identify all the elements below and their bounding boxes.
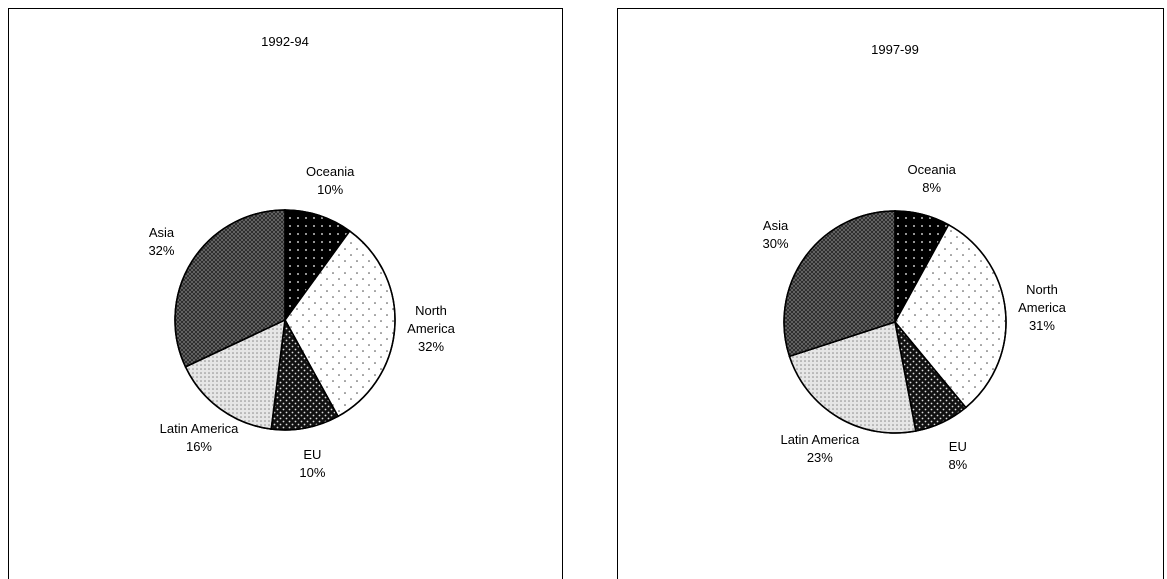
value-label: 23% bbox=[806, 450, 833, 466]
slice-label: Oceania 10% bbox=[306, 163, 354, 199]
chart-frame bbox=[617, 8, 1164, 579]
slice-label: Latin America 23% bbox=[780, 431, 859, 467]
chart-title: 1997-99 bbox=[871, 42, 919, 57]
value-label: 32% bbox=[417, 339, 445, 355]
category-label: Asia bbox=[762, 218, 789, 234]
category-label: Asia bbox=[148, 224, 175, 240]
value-label: 31% bbox=[1028, 318, 1055, 334]
slice-texture bbox=[284, 229, 396, 418]
slice-texture bbox=[788, 321, 917, 434]
slice-label: Asia 32% bbox=[148, 224, 174, 260]
value-label: 10% bbox=[317, 181, 344, 197]
slice-texture bbox=[184, 318, 286, 430]
category-label: Oceania bbox=[305, 163, 355, 179]
slice-texture bbox=[894, 223, 1007, 409]
category-label: Latin America bbox=[159, 421, 239, 437]
category-label: EU bbox=[303, 446, 322, 462]
slice-label: EU 8% bbox=[948, 438, 967, 474]
slice-texture bbox=[783, 210, 896, 358]
category-label: North America bbox=[1018, 282, 1066, 316]
slice-label: EU 10% bbox=[299, 446, 325, 482]
slice-label: North America 32% bbox=[396, 302, 466, 356]
slice-label: Latin America 16% bbox=[160, 420, 239, 456]
chart-title: 1992-94 bbox=[261, 34, 309, 49]
slice-label: North America 31% bbox=[1007, 281, 1077, 335]
value-label: 10% bbox=[299, 464, 326, 480]
slice-texture bbox=[174, 209, 286, 368]
category-label: North America bbox=[407, 303, 455, 337]
category-label: Latin America bbox=[780, 432, 860, 448]
value-label: 8% bbox=[922, 180, 942, 195]
value-label: 30% bbox=[762, 236, 789, 252]
value-label: 16% bbox=[185, 439, 213, 455]
value-label: 32% bbox=[148, 242, 175, 258]
value-label: 8% bbox=[948, 456, 968, 472]
chart-frame bbox=[8, 8, 563, 579]
category-label: EU bbox=[948, 438, 967, 454]
slice-label: Oceania 8% bbox=[907, 161, 955, 197]
category-label: Oceania bbox=[907, 162, 956, 177]
slice-label: Asia 30% bbox=[763, 217, 789, 253]
